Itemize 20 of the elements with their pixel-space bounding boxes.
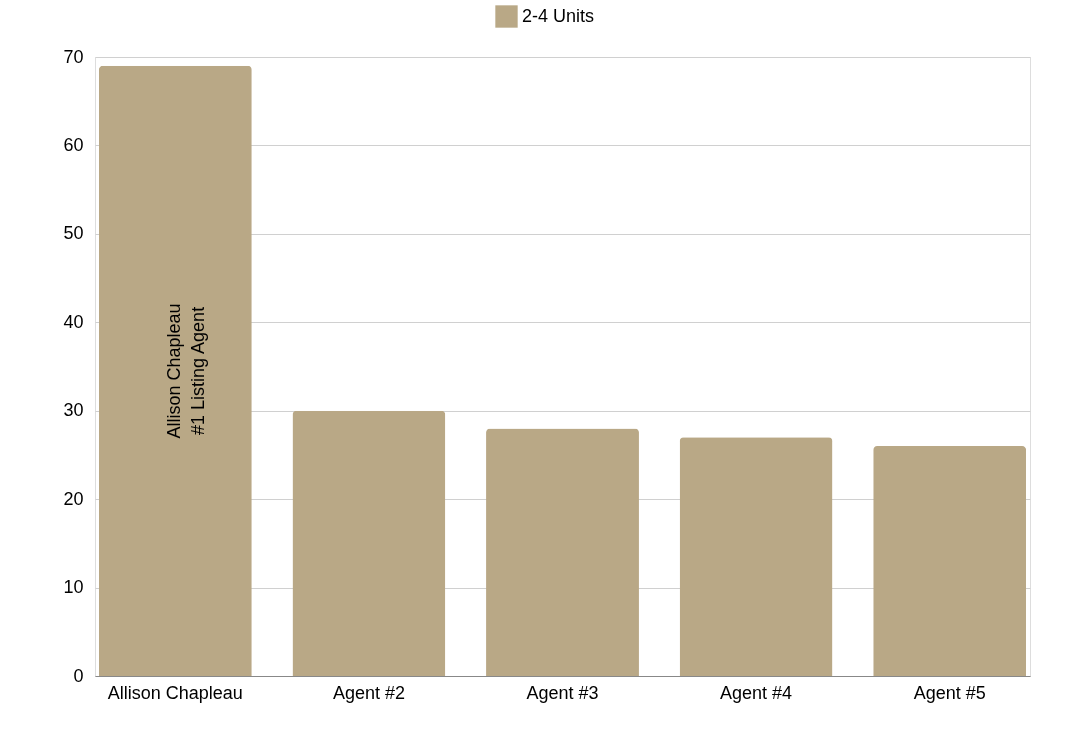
legend-label: 2-4 Units xyxy=(522,5,595,26)
x-tick-label: Agent #3 xyxy=(526,682,599,703)
x-tick-label: Agent #5 xyxy=(913,682,986,703)
y-tick-label: 40 xyxy=(63,311,84,332)
bar xyxy=(873,446,1027,676)
annotation: Allison Chapleau #1 Listing Agent xyxy=(164,303,209,439)
x-tick-label: Allison Chapleau xyxy=(107,682,243,703)
y-tick-label: 30 xyxy=(63,400,84,421)
x-tick-label: Agent #4 xyxy=(720,682,793,703)
y-tick-label: 0 xyxy=(73,665,84,686)
y-tick-label: 60 xyxy=(63,134,84,155)
y-tick-label: 70 xyxy=(63,46,84,67)
bar xyxy=(98,65,252,676)
bar xyxy=(292,410,446,676)
y-tick-label: 50 xyxy=(63,223,84,244)
y-tick-label: 20 xyxy=(63,488,84,509)
bar xyxy=(486,428,639,676)
bar xyxy=(679,437,833,676)
x-tick-label: Agent #2 xyxy=(332,682,405,703)
y-tick-label: 10 xyxy=(63,577,84,598)
